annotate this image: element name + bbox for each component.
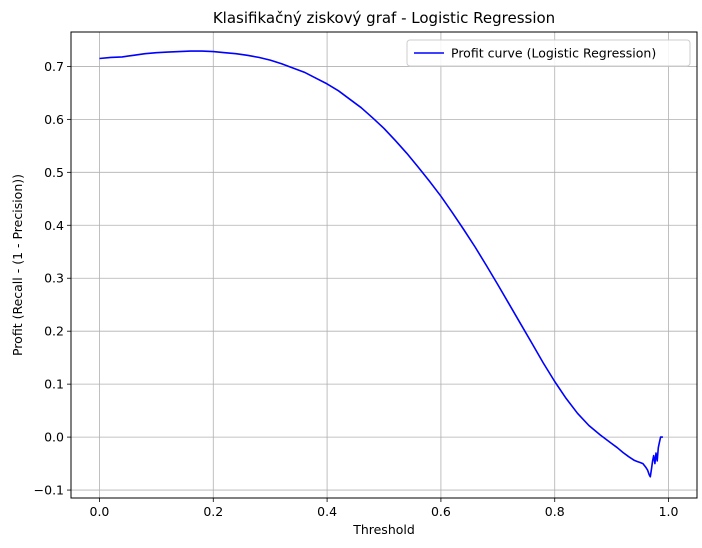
y-tick-label: 0.6: [44, 112, 64, 127]
y-axis-ticks: −0.1 0.0 0.1 0.2 0.3 0.4 0.5 0.6 0.7: [34, 59, 71, 498]
series-layer: [99, 50, 663, 478]
y-tick-label: 0.1: [44, 377, 64, 392]
series-line: [99, 50, 663, 478]
y-tick-label: 0.2: [44, 324, 64, 339]
y-tick-label: 0.7: [44, 59, 64, 74]
x-tick-label: 0.8: [545, 504, 565, 519]
x-tick-label: 1.0: [659, 504, 679, 519]
y-tick-label: −0.1: [34, 483, 64, 498]
grid-lines: [71, 32, 697, 498]
x-axis-label: Threshold: [352, 522, 415, 537]
y-axis-label: Profit (Recall - (1 - Precision)): [10, 174, 25, 356]
x-tick-label: 0.4: [317, 504, 337, 519]
x-tick-label: 0.6: [431, 504, 451, 519]
x-tick-label: 0.0: [90, 504, 110, 519]
y-tick-label: 0.5: [44, 165, 64, 180]
y-tick-label: 0.3: [44, 271, 64, 286]
plot-area-frame: [70, 31, 698, 499]
y-tick-label: 0.0: [44, 430, 64, 445]
legend: Profit curve (Logistic Regression): [406, 39, 691, 67]
x-axis-ticks: 0.0 0.2 0.4 0.6 0.8 1.0: [90, 498, 679, 519]
chart-title: Klasifikačný ziskový graf - Logistic Reg…: [213, 9, 555, 27]
legend-box: [406, 39, 691, 67]
x-tick-label: 0.2: [203, 504, 223, 519]
y-tick-label: 0.4: [44, 218, 64, 233]
legend-label: Profit curve (Logistic Regression): [451, 46, 656, 61]
